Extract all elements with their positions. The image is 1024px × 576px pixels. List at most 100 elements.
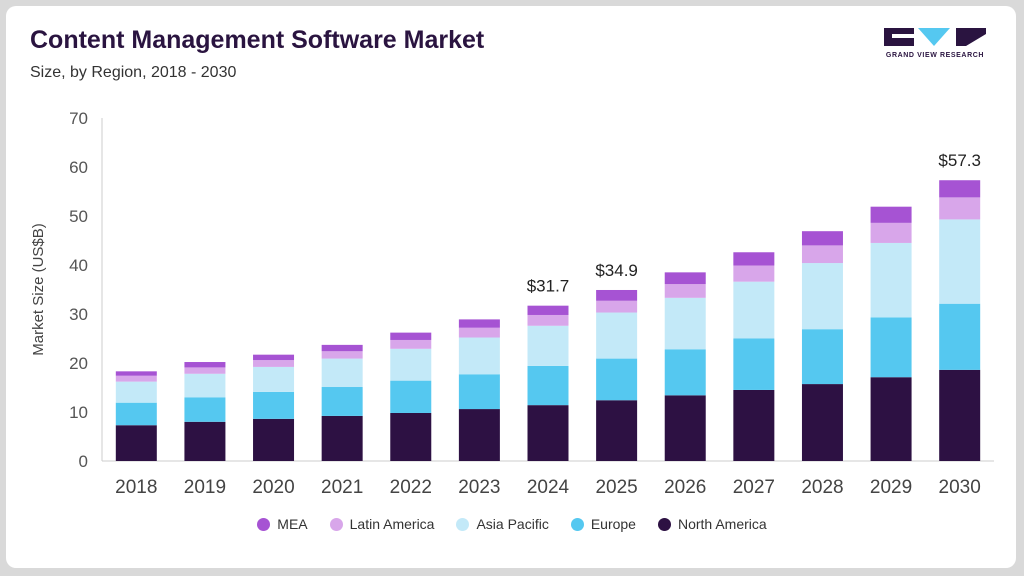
bar-segment — [321, 358, 363, 388]
bar-segment — [458, 319, 500, 328]
x-tick-label: 2025 — [595, 477, 637, 498]
bar-segment — [253, 360, 295, 367]
bar-segment — [184, 421, 226, 461]
bar-segment — [596, 289, 638, 301]
bar-segment — [321, 415, 363, 461]
bar-segment — [664, 297, 706, 350]
bar-segment — [458, 327, 500, 338]
legend-swatch — [570, 517, 584, 531]
y-tick-label: 40 — [69, 256, 88, 275]
x-tick-label: 2020 — [252, 477, 294, 498]
bar-segment — [321, 387, 363, 416]
y-tick-label: 10 — [69, 403, 88, 422]
x-tick-label: 2028 — [801, 477, 843, 498]
legend-item: Europe — [570, 516, 636, 532]
legend-swatch — [257, 517, 271, 531]
bar-segment — [801, 245, 843, 264]
bar-segment — [596, 300, 638, 313]
bar-segment — [115, 425, 157, 461]
bar-segment — [115, 375, 157, 382]
bar-segment — [390, 339, 432, 349]
logo-mark-icon — [884, 28, 986, 46]
bar-segment — [184, 397, 226, 422]
bar-segment — [801, 231, 843, 246]
x-tick-label: 2026 — [664, 477, 706, 498]
bar-segment — [458, 337, 500, 375]
bar-segment — [321, 344, 363, 352]
bar-segment — [390, 332, 432, 340]
bar-segment — [458, 374, 500, 410]
bar-segment — [870, 222, 912, 243]
y-tick-label: 50 — [69, 207, 88, 226]
y-tick-label: 60 — [69, 158, 88, 177]
y-axis-label: Market Size (US$B) — [30, 223, 47, 356]
bar-segment — [939, 219, 981, 304]
bar-segment — [596, 400, 638, 461]
legend-label: North America — [677, 516, 767, 532]
y-tick-label: 30 — [69, 305, 88, 324]
chart-legend: MEA Latin America Asia Pacific Europe North … — [0, 516, 1024, 532]
bar-segment — [527, 314, 569, 326]
bar-segment — [870, 242, 912, 318]
bar-segment — [870, 377, 912, 461]
data-label: $57.3 — [938, 151, 981, 170]
bar-segment — [870, 206, 912, 223]
bar-segment — [253, 354, 295, 361]
bar-segment — [870, 317, 912, 378]
bar-segment — [733, 338, 775, 390]
legend-item: North America — [657, 516, 767, 532]
bar-segment — [184, 362, 226, 368]
bar-segment — [733, 389, 775, 461]
y-tick-label: 20 — [69, 354, 88, 373]
x-tick-label: 2023 — [458, 477, 500, 498]
data-label: $31.7 — [527, 277, 570, 296]
bar-segment — [801, 263, 843, 330]
bar-segment — [390, 380, 432, 413]
bar-segment — [527, 405, 569, 461]
bar-segment — [801, 384, 843, 461]
legend-swatch — [456, 517, 470, 531]
legend-swatch — [657, 517, 671, 531]
bar-segment — [596, 312, 638, 359]
page-title: Content Management Software Market — [30, 26, 485, 54]
bar-segment — [596, 358, 638, 401]
y-tick-label: 0 — [79, 452, 88, 471]
grand-view-research-logo-icon: GRAND VIEW RESEARCH — [880, 24, 990, 64]
bar-segment — [253, 366, 295, 392]
bar-segment — [253, 391, 295, 419]
bar-segment — [664, 349, 706, 396]
bar-segment — [527, 365, 569, 406]
bar-segment — [801, 329, 843, 385]
y-tick-label: 70 — [69, 109, 88, 128]
legend-label: Asia Pacific — [476, 516, 549, 532]
x-tick-label: 2024 — [527, 477, 570, 498]
x-tick-label: 2030 — [939, 477, 981, 498]
legend-label: Latin America — [349, 516, 435, 532]
page-subtitle: Size, by Region, 2018 - 2030 — [30, 64, 237, 81]
bar-segment — [184, 367, 226, 374]
bar-segment — [733, 265, 775, 282]
bar-segment — [527, 305, 569, 315]
legend-swatch — [329, 517, 343, 531]
legend-label: Europe — [590, 516, 636, 532]
bar-segment — [115, 402, 157, 426]
bar-segment — [321, 351, 363, 359]
bar-segment — [253, 418, 295, 461]
bar-segment — [733, 281, 775, 339]
x-tick-label: 2019 — [184, 477, 226, 498]
bar-segment — [184, 373, 226, 398]
x-tick-label: 2022 — [390, 477, 432, 498]
bar-segment — [664, 284, 706, 298]
bar-segment — [390, 412, 432, 461]
bar-segment — [939, 180, 981, 198]
chart-card — [6, 6, 1016, 568]
bar-segment — [664, 395, 706, 461]
x-tick-label: 2021 — [321, 477, 363, 498]
bar-segment — [664, 272, 706, 285]
x-tick-label: 2018 — [115, 477, 157, 498]
x-tick-label: 2027 — [733, 477, 775, 498]
logo-text: GRAND VIEW RESEARCH — [885, 52, 985, 59]
bar-segment — [390, 348, 432, 381]
legend-item: Latin America — [329, 516, 435, 532]
bar-segment — [458, 409, 500, 461]
